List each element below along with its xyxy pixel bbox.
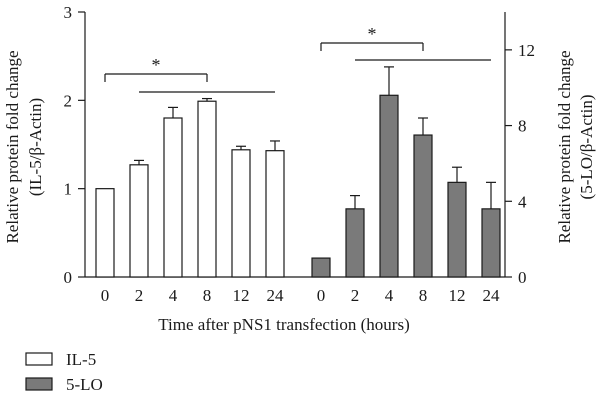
bar-5-lo-24 [481,208,501,278]
right-y-axis-label-line1: Relative protein fold change [555,50,574,243]
right-y-ticks: 0 4 8 12 [505,41,535,287]
bar-5-lo-2 [345,208,365,278]
left-tick-label: 2 [64,91,73,110]
right-tick-label: 12 [518,41,535,60]
x-tick-label: 2 [135,286,144,305]
bar-5-lo-8 [413,134,433,278]
right-y-axis-label-line2: (5-LO/β-Actin) [577,95,596,200]
legend-label-5lo: 5-LO [66,375,103,394]
significance-asterisk: * [368,24,377,44]
left-y-axis-label-line2: (IL-5/β-Actin) [26,98,45,196]
x-tick-label: 8 [419,286,428,305]
significance-asterisk: * [152,55,161,75]
left-y-ticks: 0 1 2 3 [64,3,85,287]
legend: IL-5 5-LO [25,350,103,394]
x-tick-label: 8 [203,286,212,305]
bar-5-lo-4 [379,94,399,278]
left-tick-label: 1 [64,180,73,199]
bar-il-5-2 [129,164,149,278]
left-y-axis-label-line1: Relative protein fold change [3,50,22,243]
bar-il-5-0 [95,188,115,278]
right-tick-label: 8 [518,117,527,136]
bar-il-5-8 [197,100,217,278]
bar-il-5-24 [265,150,285,278]
bar-5-lo-0 [311,257,331,278]
bar-il-5-4 [163,117,183,278]
bar-il-5-12 [231,149,251,278]
x-tick-label: 12 [449,286,466,305]
x-tick-label: 24 [483,286,501,305]
right-tick-label: 0 [518,268,527,287]
x-tick-label: 2 [351,286,360,305]
legend-label-il5: IL-5 [66,350,96,369]
legend-swatch-il5 [25,352,53,366]
left-tick-label: 3 [64,3,73,22]
x-axis-label: Time after pNS1 transfection (hours) [158,315,410,334]
significance-markers: ** [104,24,491,93]
bar-5-lo-12 [447,181,467,278]
x-tick-label: 12 [233,286,250,305]
legend-swatch-5lo [25,377,53,391]
x-tick-label: 4 [385,286,394,305]
bar-group [95,66,501,278]
right-tick-label: 4 [518,192,527,211]
x-tick-label: 0 [317,286,326,305]
x-tick-label: 0 [101,286,110,305]
x-tick-label: 4 [169,286,178,305]
x-tick-labels: 0 2 4 8 12 24 0 2 4 8 12 24 [101,286,500,305]
left-tick-label: 0 [64,268,73,287]
x-tick-label: 24 [267,286,285,305]
